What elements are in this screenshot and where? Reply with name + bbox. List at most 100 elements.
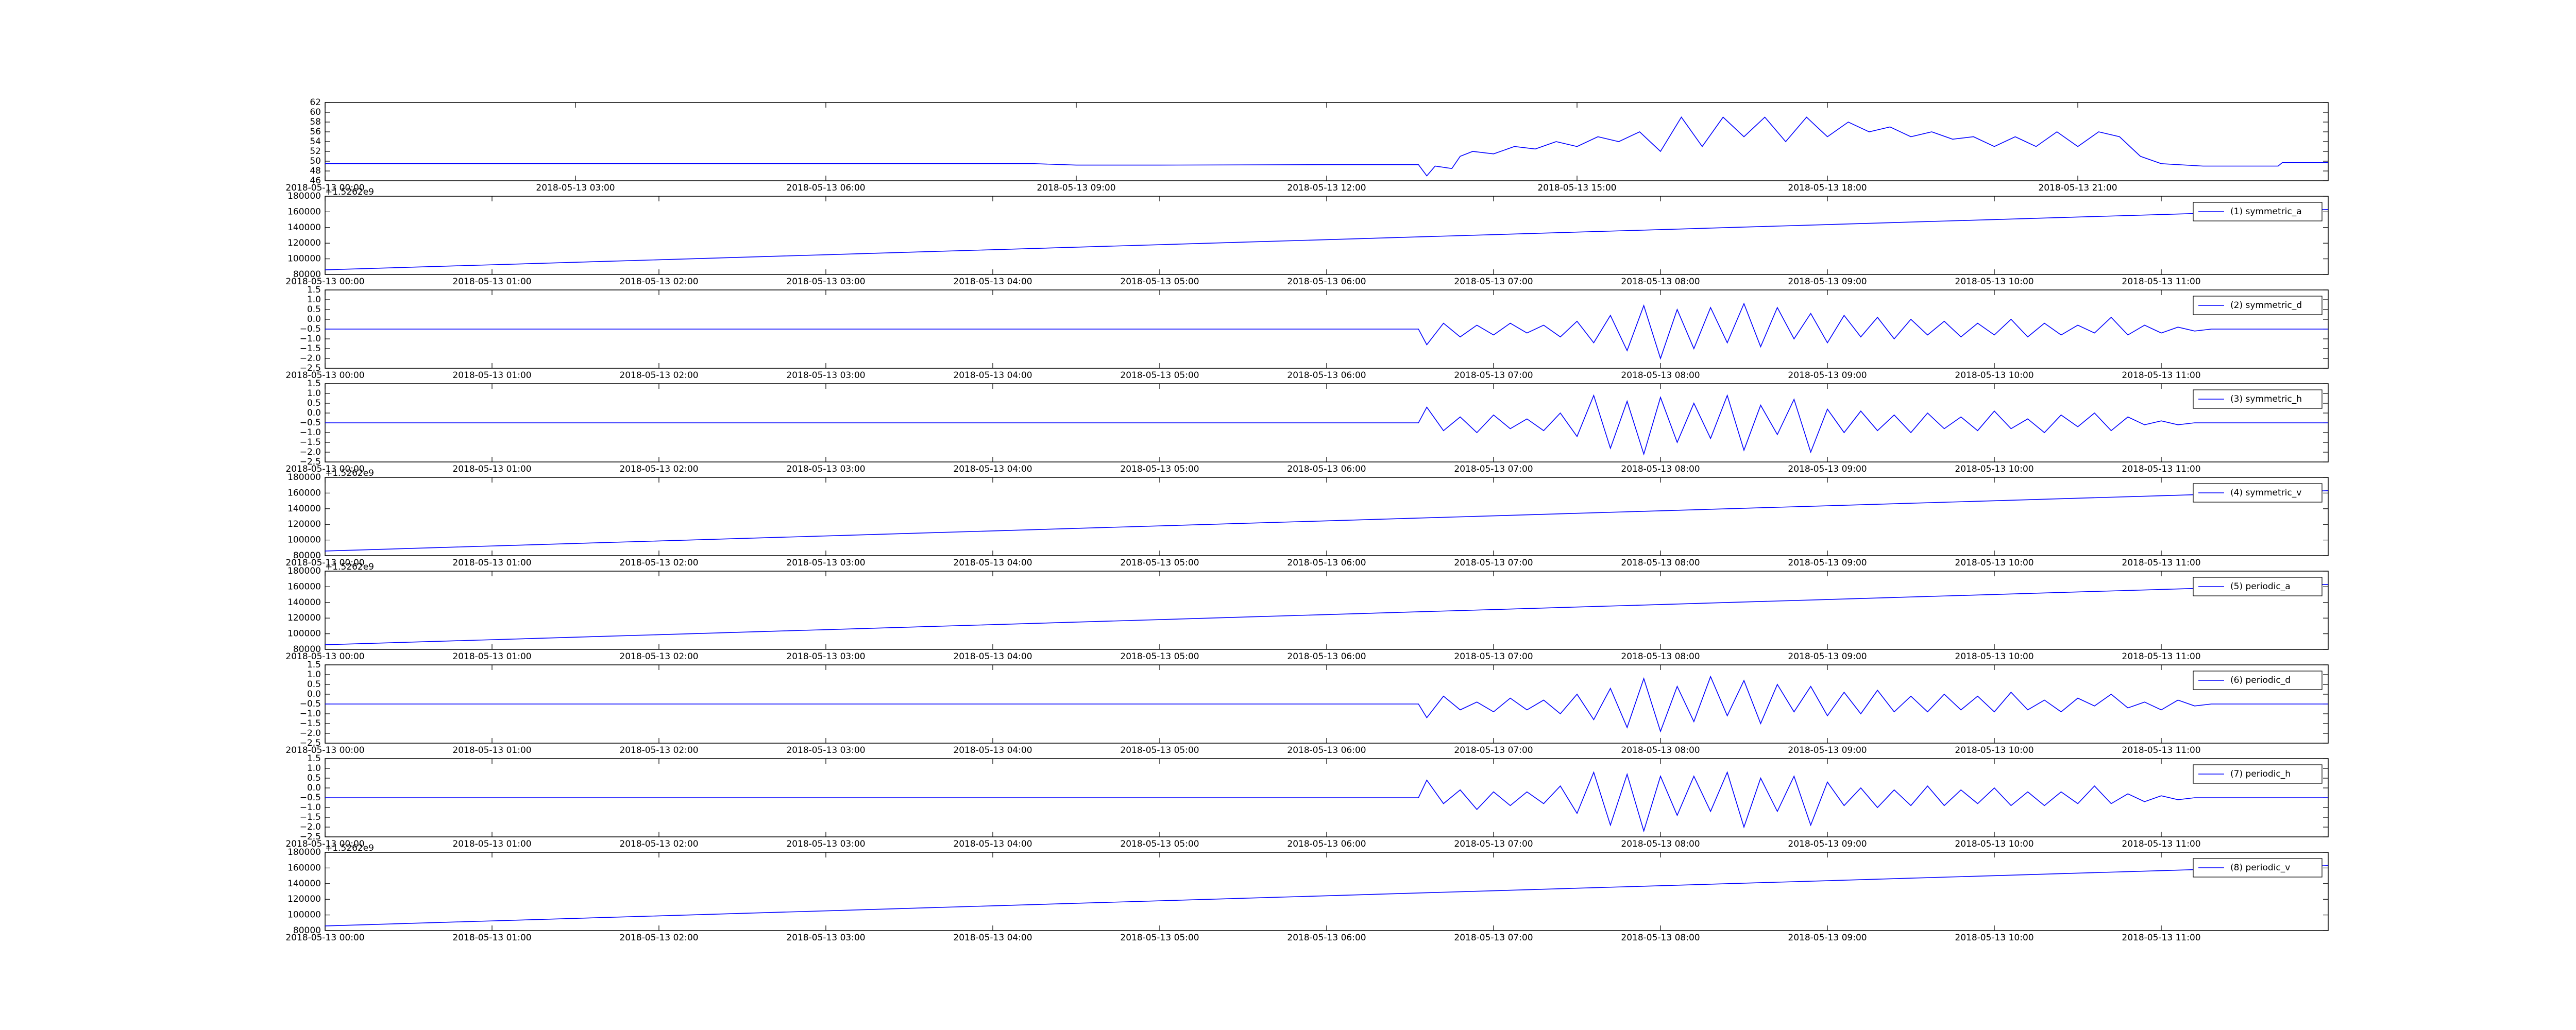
plot-area xyxy=(325,852,2329,931)
legend-label: (1) symmetric_a xyxy=(2230,207,2302,217)
x-tick-label: 2018-05-13 05:00 xyxy=(1120,370,1199,381)
x-tick-label: 2018-05-13 03:00 xyxy=(786,558,865,568)
subplot: 80000 100000 120000 140000 160000 180000 2018-… xyxy=(285,843,2329,943)
y-tick-label: 160000 xyxy=(287,488,321,498)
x-tick-label: 2018-05-13 03:00 xyxy=(786,277,865,287)
x-tick-label: 2018-05-13 01:00 xyxy=(452,745,531,756)
x-tick-label: 2018-05-13 09:00 xyxy=(1788,464,1867,474)
x-tick-label: 2018-05-13 00:00 xyxy=(285,558,364,568)
y-tick-label: 140000 xyxy=(287,879,321,889)
series-line xyxy=(325,209,2329,270)
y-tick-label: −1.0 xyxy=(300,802,321,813)
x-tick-label: 2018-05-13 03:00 xyxy=(786,370,865,381)
x-tick-label: 2018-05-13 00:00 xyxy=(285,651,364,662)
y-tick-label: 50 xyxy=(310,156,321,166)
y-tick-label: 1.0 xyxy=(307,388,321,399)
x-tick-label: 2018-05-13 06:00 xyxy=(1287,464,1366,474)
x-tick-label: 2018-05-13 03:00 xyxy=(786,839,865,849)
y-tick-label: −2.0 xyxy=(300,822,321,832)
x-tick-label: 2018-05-13 10:00 xyxy=(1955,651,2033,662)
x-tick-label: 2018-05-13 09:00 xyxy=(1037,183,1115,193)
x-tick-label: 2018-05-13 02:00 xyxy=(619,933,698,943)
y-tick-label: 0.0 xyxy=(307,689,321,699)
x-tick-label: 2018-05-13 03:00 xyxy=(786,933,865,943)
y-tick-label: 100000 xyxy=(287,535,321,545)
offset-text: +1.5262e9 xyxy=(325,468,374,478)
y-tick-label: −2.0 xyxy=(300,353,321,364)
series-line xyxy=(325,771,2328,833)
y-tick-label: 52 xyxy=(310,146,321,157)
y-tick-label: −1.5 xyxy=(300,437,321,448)
plot-area xyxy=(325,196,2329,275)
x-tick-label: 2018-05-13 08:00 xyxy=(1621,651,1700,662)
legend-label: (2) symmetric_d xyxy=(2230,300,2302,311)
y-tick-label: 1.5 xyxy=(307,379,321,389)
subplot: 80000 100000 120000 140000 160000 180000 2018-… xyxy=(285,562,2329,662)
x-tick-label: 2018-05-13 10:00 xyxy=(1955,464,2033,474)
y-tick-label: −1.5 xyxy=(300,718,321,729)
legend: (8) periodic_v xyxy=(2193,858,2323,878)
y-tick-label: 1.5 xyxy=(307,753,321,764)
x-tick-label: 2018-05-13 11:00 xyxy=(2122,277,2200,287)
x-tick-label: 2018-05-13 04:00 xyxy=(953,464,1032,474)
y-tick-label: 80000 xyxy=(293,269,321,280)
y-tick-label: 56 xyxy=(310,127,321,137)
x-tick-label: 2018-05-13 10:00 xyxy=(1955,933,2033,943)
x-tick-label: 2018-05-13 07:00 xyxy=(1454,464,1533,474)
x-tick-label: 2018-05-13 10:00 xyxy=(1955,745,2033,756)
y-tick-label: −2.5 xyxy=(300,738,321,748)
subplot: 80000 100000 120000 140000 160000 180000 2018-… xyxy=(285,468,2329,568)
x-tick-label: 2018-05-13 06:00 xyxy=(1287,933,1366,943)
x-tick-label: 2018-05-13 11:00 xyxy=(2122,651,2200,662)
series-line xyxy=(325,116,2328,177)
legend: (2) symmetric_d xyxy=(2193,296,2323,315)
x-tick-label: 2018-05-13 00:00 xyxy=(285,745,364,756)
x-tick-label: 2018-05-13 02:00 xyxy=(619,651,698,662)
y-tick-label: 0.5 xyxy=(307,773,321,783)
y-tick-label: 100000 xyxy=(287,629,321,639)
plot-area xyxy=(325,571,2329,650)
x-tick-label: 2018-05-13 06:00 xyxy=(1287,651,1366,662)
y-tick-label: 1.0 xyxy=(307,763,321,774)
series-line xyxy=(325,394,2328,456)
y-tick-label: 54 xyxy=(310,136,321,147)
x-tick-label: 2018-05-13 10:00 xyxy=(1955,370,2033,381)
x-tick-label: 2018-05-13 01:00 xyxy=(452,370,531,381)
legend-label: (3) symmetric_h xyxy=(2230,394,2302,404)
y-tick-label: 120000 xyxy=(287,613,321,623)
x-tick-label: 2018-05-13 08:00 xyxy=(1621,277,1700,287)
x-tick-label: 2018-05-13 12:00 xyxy=(1287,183,1366,193)
x-tick-label: 2018-05-13 07:00 xyxy=(1454,745,1533,756)
x-tick-label: 2018-05-13 01:00 xyxy=(452,464,531,474)
y-tick-label: −2.5 xyxy=(300,832,321,842)
y-tick-label: 1.5 xyxy=(307,660,321,670)
x-tick-label: 2018-05-13 05:00 xyxy=(1120,558,1199,568)
x-tick-label: 2018-05-13 01:00 xyxy=(452,651,531,662)
y-tick-label: 0.0 xyxy=(307,408,321,418)
x-tick-label: 2018-05-13 06:00 xyxy=(1287,839,1366,849)
x-tick-label: 2018-05-13 08:00 xyxy=(1621,745,1700,756)
y-tick-label: −2.0 xyxy=(300,447,321,457)
x-tick-label: 2018-05-13 06:00 xyxy=(1287,558,1366,568)
y-tick-label: 80000 xyxy=(293,925,321,936)
x-tick-label: 2018-05-13 07:00 xyxy=(1454,651,1533,662)
offset-text: +1.5262e9 xyxy=(325,187,374,197)
y-tick-label: 0.5 xyxy=(307,398,321,408)
y-tick-label: 46 xyxy=(310,176,321,186)
x-tick-label: 2018-05-13 05:00 xyxy=(1120,277,1199,287)
x-tick-label: 2018-05-13 04:00 xyxy=(953,370,1032,381)
y-tick-label: 0.5 xyxy=(307,304,321,315)
x-tick-label: 2018-05-13 04:00 xyxy=(953,558,1032,568)
y-tick-label: 180000 xyxy=(287,191,321,201)
y-tick-label: −1.5 xyxy=(300,344,321,354)
legend-label: (5) periodic_a xyxy=(2230,581,2291,592)
x-tick-label: 2018-05-13 05:00 xyxy=(1120,745,1199,756)
x-tick-label: 2018-05-13 01:00 xyxy=(452,839,531,849)
y-tick-label: 140000 xyxy=(287,504,321,514)
legend: (5) periodic_a xyxy=(2193,577,2323,596)
y-tick-label: 60 xyxy=(310,107,321,117)
series-line xyxy=(325,865,2329,926)
x-tick-label: 2018-05-13 15:00 xyxy=(1537,183,1616,193)
x-tick-label: 2018-05-13 10:00 xyxy=(1955,839,2033,849)
